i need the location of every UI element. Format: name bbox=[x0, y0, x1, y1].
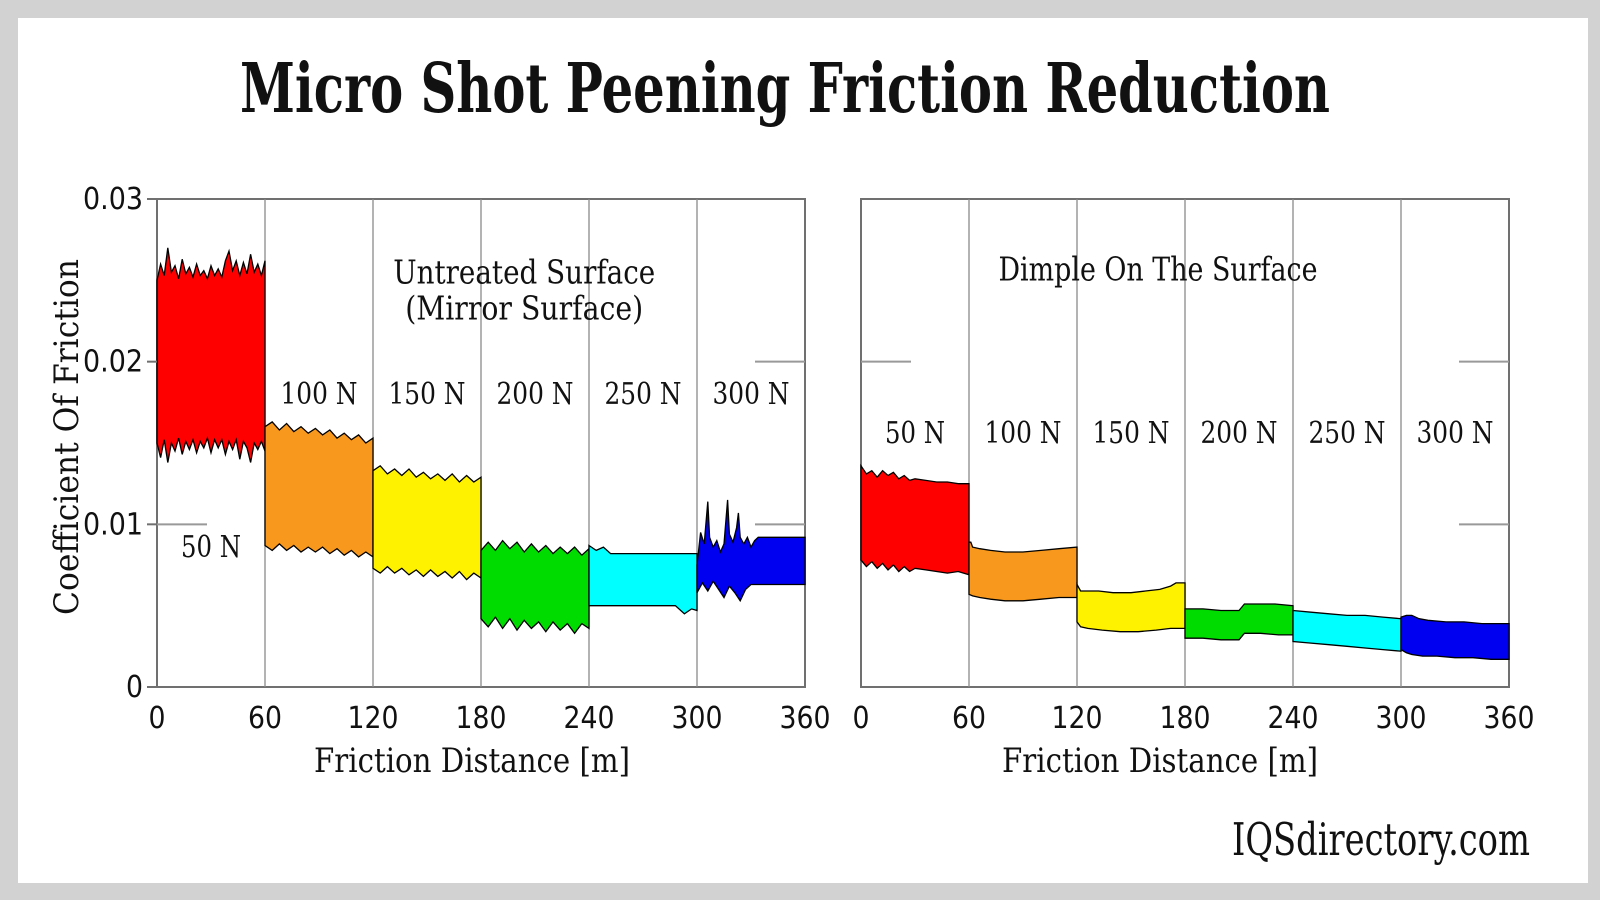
panel-dimpled: 50 N 100 N 150 N 200 N 250 N 300 N Dimple On T… bbox=[853, 198, 1535, 781]
x-tick-label-dimpled-0: 0 bbox=[853, 701, 870, 736]
panel-title-dimpled-line1: Dimple On The Surface bbox=[999, 249, 1318, 288]
x-tick-label-dimpled-360: 360 bbox=[1484, 701, 1535, 736]
band-label-dimpled-50n: 50 N bbox=[885, 416, 945, 451]
x-tick-label-untreated-60: 60 bbox=[248, 701, 282, 736]
band-untreated-150n bbox=[372, 464, 482, 581]
watermark: IQSdirectory.com bbox=[1232, 813, 1530, 866]
x-axis-label-untreated: Friction Distance [m] bbox=[314, 741, 630, 781]
band-untreated-100n bbox=[264, 421, 374, 559]
y-tick-label-0.03: 0.03 bbox=[83, 182, 143, 217]
x-tick-label-dimpled-60: 60 bbox=[952, 701, 986, 736]
page-title: Micro Shot Peening Friction Reduction bbox=[240, 49, 1330, 129]
band-untreated-300n bbox=[696, 499, 806, 603]
band-label-untreated-50n: 50 N bbox=[181, 530, 241, 565]
x-tick-label-untreated-360: 360 bbox=[780, 701, 831, 736]
y-axis-label: Coefficient Of Friction bbox=[47, 259, 87, 615]
band-label-untreated-250n: 250 N bbox=[605, 377, 682, 412]
band-label-untreated-150n: 150 N bbox=[389, 377, 466, 412]
band-untreated-50n bbox=[156, 247, 266, 463]
band-label-dimpled-200n: 200 N bbox=[1201, 416, 1278, 451]
band-label-dimpled-100n: 100 N bbox=[985, 416, 1062, 451]
x-axis-label-dimpled: Friction Distance [m] bbox=[1002, 741, 1318, 781]
band-label-untreated-300n: 300 N bbox=[713, 377, 790, 412]
panel-untreated: 50 N 100 N 150 N 200 N 250 N 300 N Untreated S… bbox=[149, 198, 831, 781]
x-tick-label-untreated-180: 180 bbox=[456, 701, 507, 736]
y-tick-label-0.01: 0.01 bbox=[83, 507, 143, 542]
band-label-untreated-200n: 200 N bbox=[497, 377, 574, 412]
chart-panels: 50 N 100 N 150 N 200 N 250 N 300 N Untreated S… bbox=[83, 182, 1535, 781]
panel-title-untreated-line2: (Mirror Surface) bbox=[405, 288, 643, 327]
band-untreated-200n bbox=[480, 539, 590, 635]
x-tick-label-untreated-300: 300 bbox=[672, 701, 723, 736]
x-tick-label-untreated-0: 0 bbox=[149, 701, 166, 736]
panel-title-untreated-line1: Untreated Surface bbox=[393, 253, 655, 292]
band-dimpled-100n bbox=[968, 541, 1078, 602]
x-tick-label-dimpled-240: 240 bbox=[1268, 701, 1319, 736]
x-tick-label-untreated-240: 240 bbox=[564, 701, 615, 736]
y-tick-label-0: 0 bbox=[126, 670, 143, 705]
x-tick-label-dimpled-180: 180 bbox=[1160, 701, 1211, 736]
band-label-dimpled-250n: 250 N bbox=[1309, 416, 1386, 451]
x-tick-label-dimpled-120: 120 bbox=[1052, 701, 1103, 736]
band-dimpled-150n bbox=[1076, 581, 1186, 633]
band-label-dimpled-150n: 150 N bbox=[1093, 416, 1170, 451]
band-label-untreated-100n: 100 N bbox=[281, 377, 358, 412]
x-tick-label-dimpled-300: 300 bbox=[1376, 701, 1427, 736]
y-tick-label-0.02: 0.02 bbox=[83, 345, 143, 380]
band-label-dimpled-300n: 300 N bbox=[1417, 416, 1494, 451]
x-tick-label-untreated-120: 120 bbox=[348, 701, 399, 736]
band-untreated-250n bbox=[588, 544, 698, 615]
band-dimpled-250n bbox=[1292, 609, 1402, 652]
band-dimpled-300n bbox=[1400, 614, 1510, 660]
